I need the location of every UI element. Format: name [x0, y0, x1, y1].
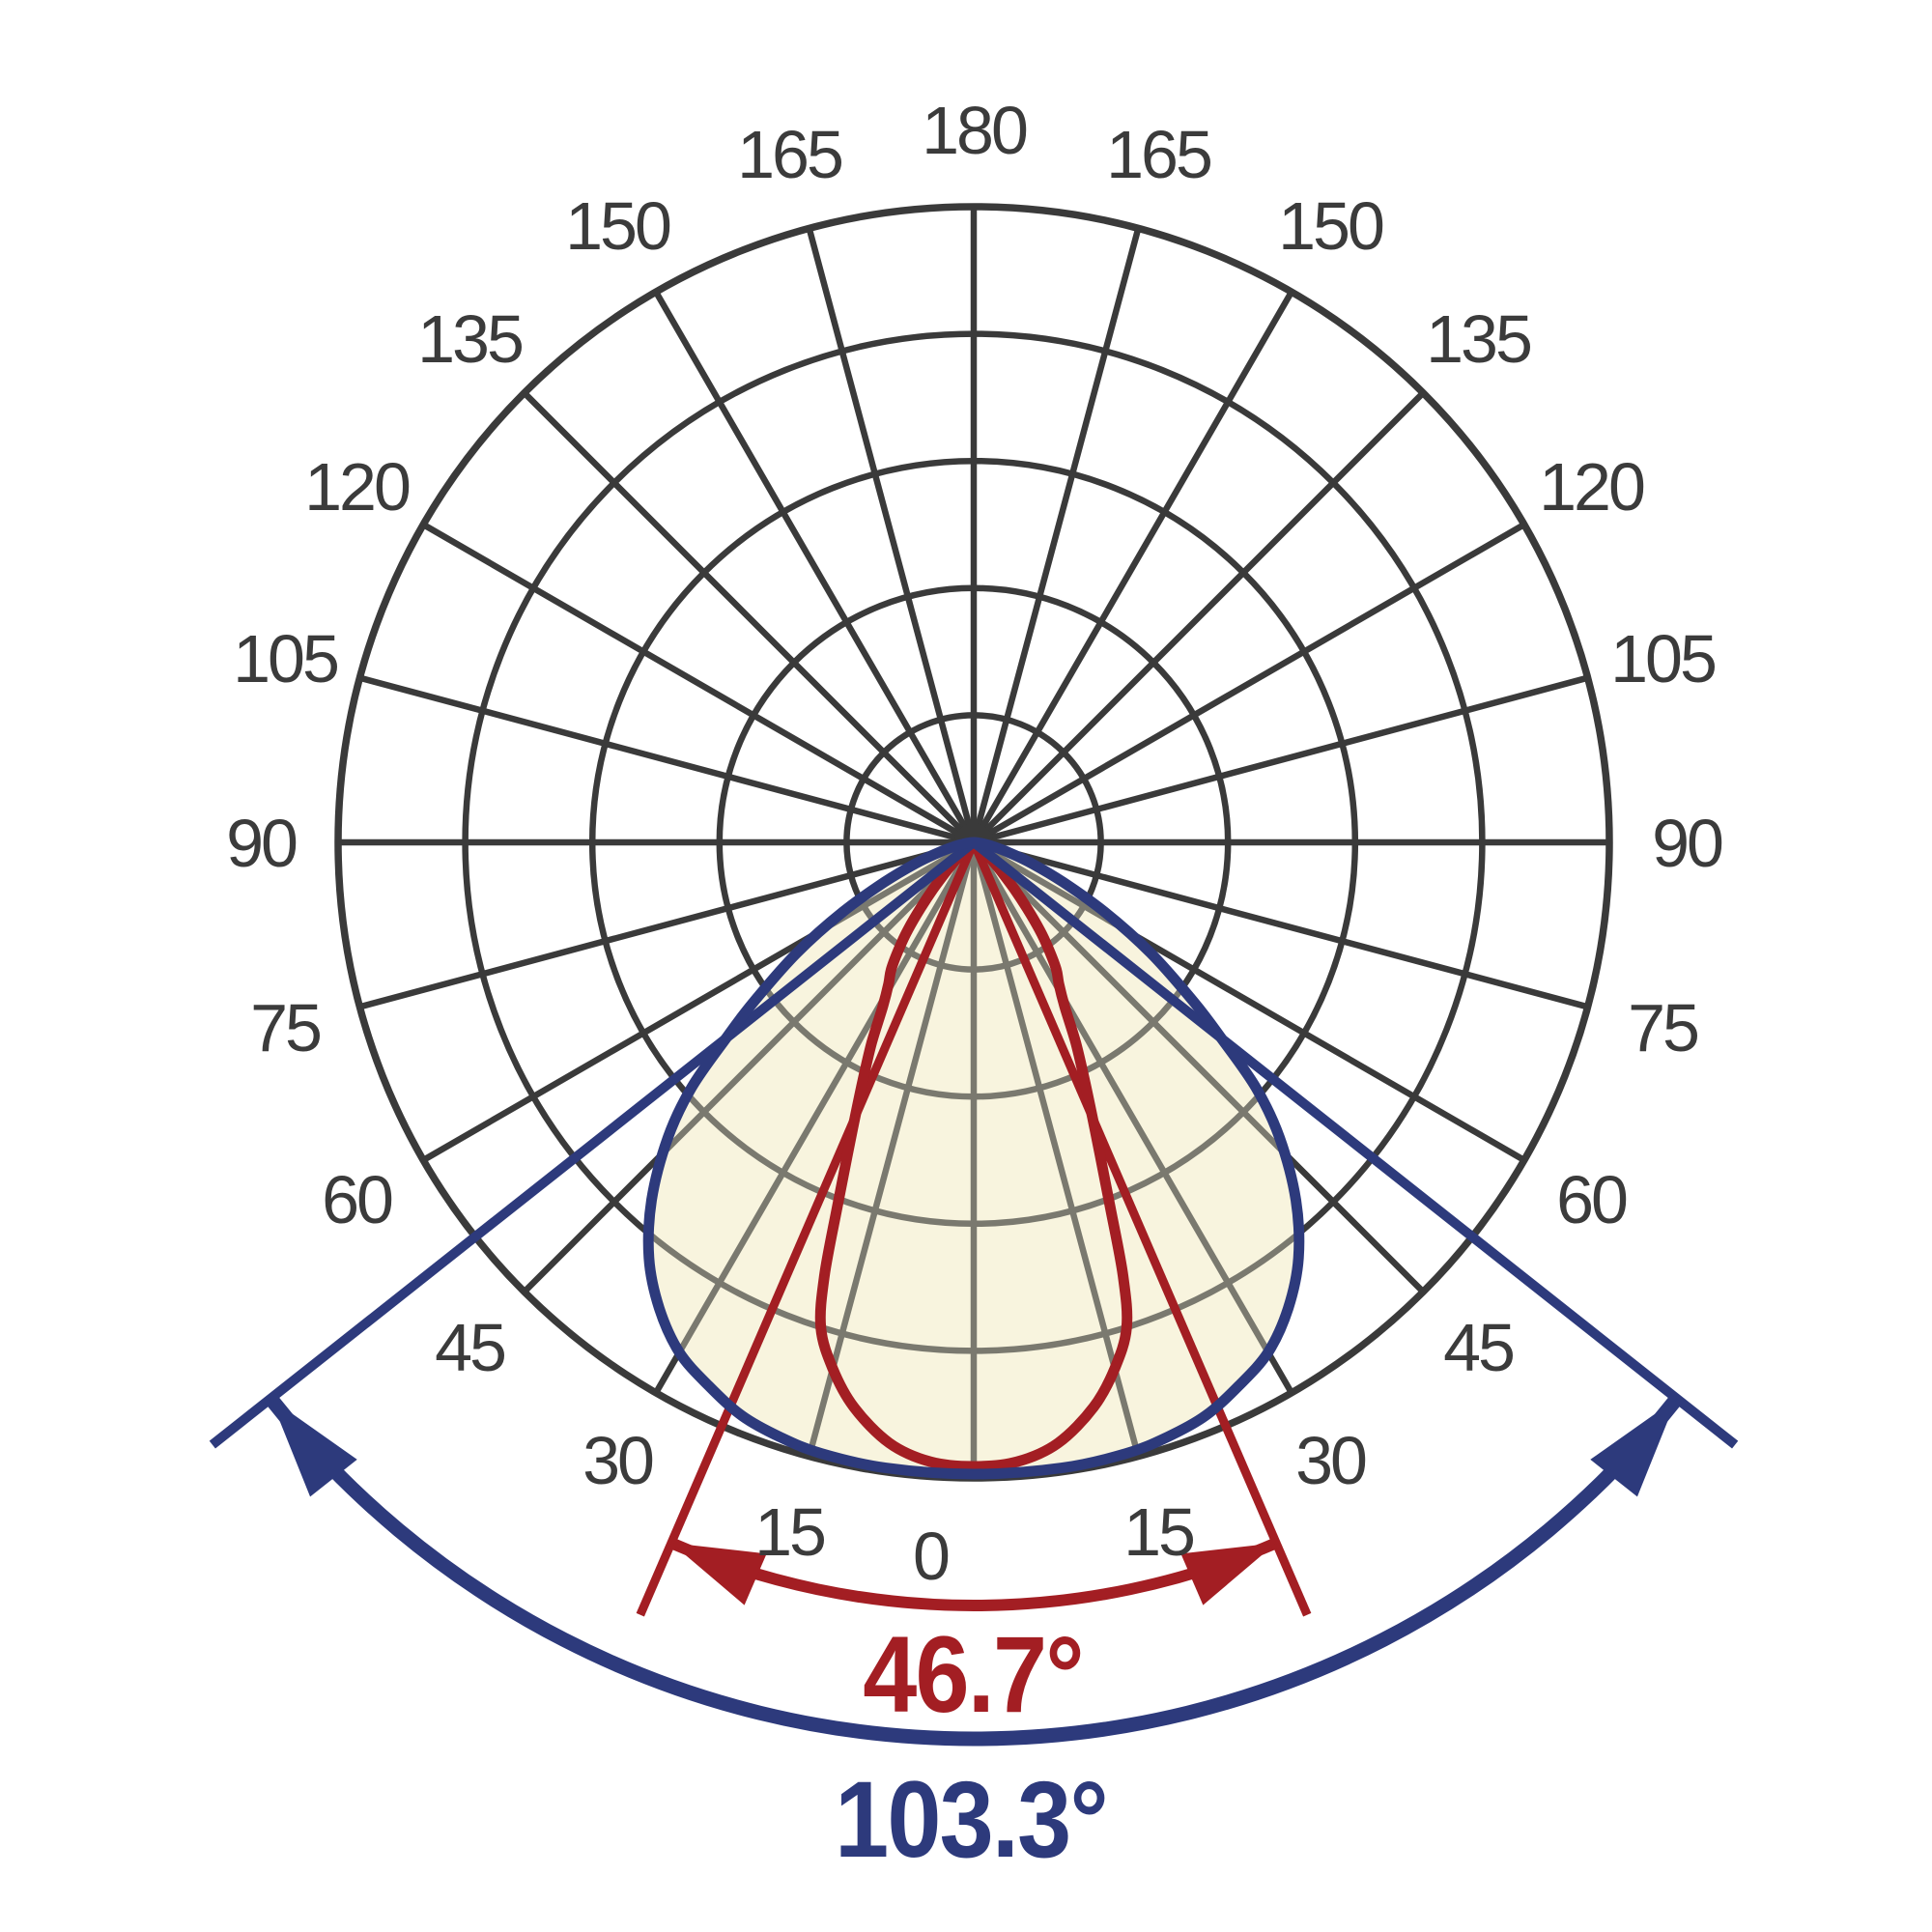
angle-tick-label: 135 — [417, 301, 522, 377]
angle-tick-label: 60 — [322, 1162, 392, 1237]
angle-tick-label: 30 — [1295, 1423, 1366, 1498]
grid-ray — [421, 522, 976, 845]
angle-tick-label: 105 — [233, 621, 337, 696]
angle-tick-label: 45 — [435, 1310, 504, 1385]
angle-tick-label: 75 — [250, 990, 320, 1065]
arc-arrowhead — [1180, 1543, 1277, 1605]
angle-tick-label: 45 — [1443, 1310, 1513, 1385]
wide-beam-half-angle-line — [209, 838, 978, 1449]
angle-tick-label: 105 — [1610, 621, 1715, 696]
wide-beam-lobe-curve — [642, 837, 1305, 1480]
angle-tick-label: 75 — [1628, 990, 1697, 1065]
angle-tick-label: 30 — [582, 1423, 653, 1498]
angle-tick-label: 150 — [1278, 188, 1383, 264]
narrow-beam-angle-value: 46.7° — [863, 1614, 1082, 1735]
angle-tick-label: 120 — [304, 449, 410, 525]
wide-beam-half-angle-line — [970, 838, 1739, 1449]
angle-tick-label: 165 — [1106, 117, 1210, 192]
grid-ray — [653, 290, 977, 844]
grid-ray — [358, 838, 975, 1010]
angle-tick-label: 15 — [754, 1494, 824, 1570]
arc-arrowhead — [670, 1543, 767, 1605]
grid-ray — [806, 227, 978, 843]
grid-ray — [806, 842, 978, 1458]
grid-ray — [972, 522, 1526, 845]
grid-ray — [973, 674, 1589, 846]
angle-tick-label: 15 — [1123, 1494, 1193, 1570]
grid-ray — [971, 842, 1294, 1395]
grid-ray — [970, 842, 1142, 1458]
angle-tick-label: 180 — [922, 93, 1027, 168]
angle-tick-label: 135 — [1426, 301, 1530, 377]
angle-tick-label: 165 — [737, 117, 841, 192]
angle-tick-label: 60 — [1556, 1162, 1627, 1237]
angle-tick-label: 90 — [226, 806, 297, 881]
angle-tick-label: 150 — [565, 188, 670, 264]
grid-ray — [522, 390, 977, 845]
narrow-beam-lobe-curve — [814, 837, 1133, 1472]
grid-ray — [973, 838, 1589, 1010]
narrow-beam-half-angle-line — [636, 840, 979, 1617]
wide-beam-angle-value: 103.3° — [835, 1759, 1107, 1880]
grid-ray — [971, 842, 1299, 1294]
narrow-beam-half-angle-line — [969, 840, 1312, 1617]
narrow-beam-group — [636, 837, 1312, 1617]
grid-ray — [971, 290, 1294, 844]
grid-ray — [358, 674, 975, 846]
angle-tick-label: 90 — [1652, 806, 1722, 881]
wide-beam-group — [209, 837, 1739, 1747]
arc-arrowhead — [1590, 1398, 1677, 1497]
arc-arrowhead — [270, 1398, 357, 1497]
wide-beam-angle-arc — [265, 1394, 1683, 1747]
grid-ray — [653, 842, 977, 1395]
angle-tick-label: 0 — [913, 1519, 949, 1594]
grid-ray — [971, 390, 1426, 845]
grid-ray — [970, 227, 1142, 843]
grid-ray — [648, 842, 977, 1294]
angle-tick-label: 120 — [1539, 449, 1644, 525]
